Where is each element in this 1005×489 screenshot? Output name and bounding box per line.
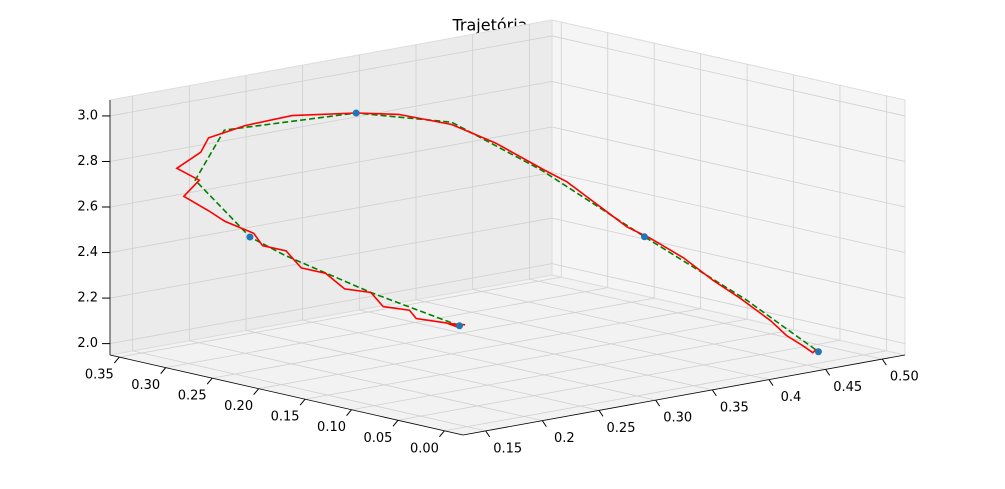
grid-line — [119, 276, 562, 358]
grid-line — [132, 350, 486, 432]
grid-line — [551, 172, 906, 253]
y-tick — [253, 388, 260, 396]
waypoint — [352, 109, 360, 117]
grid-line — [109, 81, 553, 162]
grid-line — [351, 329, 794, 411]
grid-line — [359, 309, 713, 391]
y-tick — [346, 409, 352, 417]
axis-line — [109, 354, 464, 436]
x-tick — [655, 399, 661, 407]
x-tick-label: 0.25 — [607, 421, 636, 436]
x-tick-label: 0.45 — [833, 380, 862, 395]
z-tick-label: 2.6 — [77, 200, 98, 215]
trajectory-line — [194, 112, 819, 353]
grid-line — [212, 297, 655, 379]
grid-line — [189, 340, 543, 422]
grid-line — [109, 217, 553, 299]
grid-line — [258, 308, 701, 390]
z-tick-label: 2.4 — [77, 245, 98, 260]
axis-line — [462, 354, 906, 436]
grid-line — [529, 278, 883, 360]
y-tick-label: 0.05 — [363, 431, 392, 446]
grid-line — [109, 172, 553, 253]
x-tick-label: 0.50 — [890, 370, 919, 385]
x-tick-label: 0.2 — [554, 431, 575, 446]
y-tick — [160, 367, 167, 374]
x-tick — [598, 410, 604, 417]
x-tick — [711, 389, 717, 397]
x-tick — [825, 369, 831, 376]
grid-line — [551, 35, 906, 117]
side-pane — [551, 19, 906, 356]
grid-line — [551, 263, 906, 345]
grid-line — [551, 217, 906, 299]
y-tick-label: 0.35 — [85, 368, 114, 383]
grid-line — [472, 288, 826, 370]
y-tick-label: 0.10 — [317, 420, 346, 435]
x-tick-label: 0.35 — [720, 400, 749, 415]
z-tick-label: 2.2 — [77, 291, 98, 306]
grid-line — [109, 35, 553, 117]
grid-line — [109, 126, 553, 208]
x-tick — [541, 420, 547, 427]
grid-line — [444, 350, 887, 432]
waypoint — [455, 322, 463, 330]
x-tick-label: 0.30 — [663, 411, 692, 426]
waypoint — [640, 233, 648, 241]
z-tick-label: 2.0 — [77, 336, 98, 351]
grid-line — [165, 287, 608, 369]
grid-line — [551, 126, 906, 208]
x-tick — [881, 358, 887, 366]
trajectory-line — [175, 112, 818, 354]
z-tick-label: 3.0 — [77, 108, 98, 123]
y-tick-label: 0.30 — [131, 378, 160, 393]
grid-line — [245, 329, 600, 411]
y-tick-label: 0.15 — [271, 410, 300, 425]
grid-line — [551, 81, 906, 162]
grid-line — [397, 339, 841, 421]
y-tick-label: 0.00 — [410, 441, 439, 456]
y-tick — [299, 398, 306, 406]
x-tick-label: 0.4 — [781, 390, 802, 405]
x-tick-label: 0.15 — [493, 441, 522, 456]
x-tick — [485, 430, 491, 438]
grid-line — [415, 299, 770, 381]
y-tick — [392, 419, 399, 427]
grid-line — [305, 318, 748, 400]
z-tick-label: 2.8 — [77, 154, 98, 169]
waypoint — [246, 233, 254, 241]
grid-line — [109, 263, 553, 345]
y-tick-label: 0.25 — [178, 389, 207, 404]
y-tick — [113, 356, 120, 364]
y-tick — [206, 377, 213, 385]
y-tick — [439, 430, 445, 438]
y-tick-label: 0.20 — [224, 399, 253, 414]
grid-line — [302, 319, 656, 401]
x-tick — [768, 379, 774, 386]
waypoint — [814, 348, 822, 356]
